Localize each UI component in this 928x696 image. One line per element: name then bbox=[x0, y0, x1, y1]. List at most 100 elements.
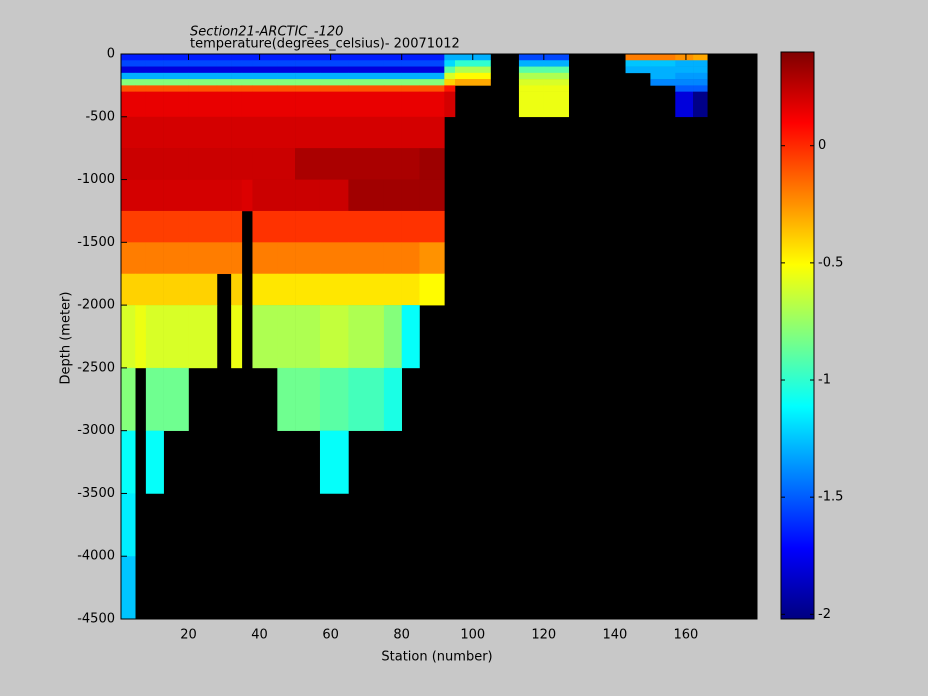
heatmap-cell bbox=[216, 91, 232, 118]
heatmap-cell bbox=[231, 66, 243, 74]
heatmap-cell bbox=[145, 60, 164, 67]
heatmap-cell bbox=[163, 179, 189, 212]
heatmap-cell bbox=[401, 242, 420, 275]
x-tick-label: 100 bbox=[460, 628, 485, 643]
heatmap-cell bbox=[319, 54, 349, 61]
heatmap-cell bbox=[121, 54, 136, 61]
y-tick-label: 0 bbox=[107, 47, 115, 62]
heatmap-cell bbox=[675, 60, 694, 67]
heatmap-cell bbox=[163, 242, 189, 275]
heatmap-cell bbox=[121, 148, 136, 180]
heatmap-cell bbox=[163, 72, 189, 80]
heatmap-cell bbox=[419, 210, 445, 243]
heatmap-cell bbox=[216, 72, 232, 80]
heatmap-cell bbox=[135, 179, 147, 212]
heatmap-cell bbox=[419, 179, 445, 212]
heatmap-cell bbox=[401, 85, 420, 92]
heatmap-cell bbox=[277, 91, 296, 118]
heatmap-cell bbox=[121, 116, 136, 149]
heatmap-cell bbox=[693, 60, 708, 67]
heatmap-cell bbox=[543, 85, 569, 92]
heatmap-cell bbox=[444, 66, 456, 74]
heatmap-cell bbox=[277, 116, 296, 149]
heatmap-cell bbox=[383, 91, 402, 118]
heatmap-cell bbox=[319, 242, 349, 275]
heatmap-cell bbox=[241, 72, 253, 80]
heatmap-cell bbox=[216, 54, 232, 61]
heatmap-cell bbox=[454, 60, 491, 67]
heatmap-cell bbox=[188, 91, 218, 118]
heatmap-cell bbox=[277, 72, 296, 80]
heatmap-cell bbox=[188, 148, 218, 180]
heatmap-cell bbox=[295, 273, 321, 306]
heatmap-cell bbox=[188, 242, 218, 275]
heatmap-cell bbox=[277, 242, 296, 275]
heatmap-cell bbox=[188, 305, 218, 369]
colorbar-tick-label: -1.5 bbox=[818, 490, 843, 505]
heatmap-cell bbox=[277, 179, 296, 212]
heatmap-cell bbox=[319, 179, 349, 212]
heatmap-cell bbox=[252, 91, 278, 118]
x-axis-label: Station (number) bbox=[381, 650, 492, 665]
heatmap-cell bbox=[401, 148, 420, 180]
heatmap-cell bbox=[319, 72, 349, 80]
heatmap-cell bbox=[383, 66, 402, 74]
heatmap-cell bbox=[145, 116, 164, 149]
heatmap-cell bbox=[163, 367, 189, 431]
heatmap-cell bbox=[241, 79, 253, 86]
x-tick-label: 60 bbox=[322, 628, 339, 643]
heatmap-cell bbox=[348, 85, 385, 92]
heatmap-cell bbox=[295, 79, 321, 86]
heatmap-cell bbox=[231, 210, 243, 243]
heatmap-cell bbox=[216, 79, 232, 86]
heatmap-cell bbox=[650, 54, 676, 61]
heatmap-cell bbox=[216, 148, 232, 180]
heatmap-cell bbox=[145, 210, 164, 243]
heatmap-cell bbox=[675, 79, 694, 86]
colorbar-tick-label: -0.5 bbox=[818, 255, 843, 270]
heatmap-cell bbox=[295, 116, 321, 149]
heatmap-cell bbox=[419, 116, 445, 149]
heatmap-cell bbox=[277, 54, 296, 61]
heatmap-cell bbox=[188, 85, 218, 92]
heatmap-cell bbox=[419, 148, 445, 180]
y-axis-label: Depth (meter) bbox=[59, 292, 74, 385]
heatmap-cell bbox=[383, 179, 402, 212]
heatmap-cell bbox=[145, 179, 164, 212]
heatmap-cell bbox=[252, 54, 278, 61]
y-tick-label: -2500 bbox=[77, 360, 115, 375]
heatmap-cell bbox=[675, 72, 694, 80]
heatmap-cell bbox=[231, 116, 243, 149]
heatmap-cell bbox=[348, 273, 385, 306]
heatmap-cell bbox=[231, 79, 243, 86]
heatmap-cell bbox=[319, 66, 349, 74]
heatmap-cell bbox=[252, 210, 278, 243]
heatmap-cell bbox=[348, 179, 385, 212]
heatmap-cell bbox=[319, 60, 349, 67]
heatmap-cell bbox=[231, 305, 243, 369]
heatmap-cell bbox=[231, 72, 243, 80]
heatmap-cell bbox=[188, 210, 218, 243]
x-tick-label: 80 bbox=[393, 628, 410, 643]
x-tick-label: 20 bbox=[180, 628, 197, 643]
y-tick-label: -1500 bbox=[77, 235, 115, 250]
heatmap-cell bbox=[675, 91, 694, 118]
heatmap-cell bbox=[145, 305, 164, 369]
heatmap-cell bbox=[419, 242, 445, 275]
heatmap-cell bbox=[444, 91, 456, 118]
heatmap-cell bbox=[241, 116, 253, 149]
heatmap-cell bbox=[650, 66, 676, 74]
heatmap-cell bbox=[625, 66, 651, 74]
heatmap-cell bbox=[383, 210, 402, 243]
heatmap-cell bbox=[543, 66, 569, 74]
heatmap-cell bbox=[419, 273, 445, 306]
heatmap-cell bbox=[543, 91, 569, 118]
heatmap-cell bbox=[650, 79, 676, 86]
heatmap-cell bbox=[518, 91, 545, 118]
heatmap-cell bbox=[231, 148, 243, 180]
heatmap-cell bbox=[454, 79, 491, 86]
heatmap-cell bbox=[216, 242, 232, 275]
heatmap-cell bbox=[543, 79, 569, 86]
colorbar-tick-label: -1 bbox=[818, 373, 831, 388]
heatmap-cell bbox=[518, 72, 545, 80]
